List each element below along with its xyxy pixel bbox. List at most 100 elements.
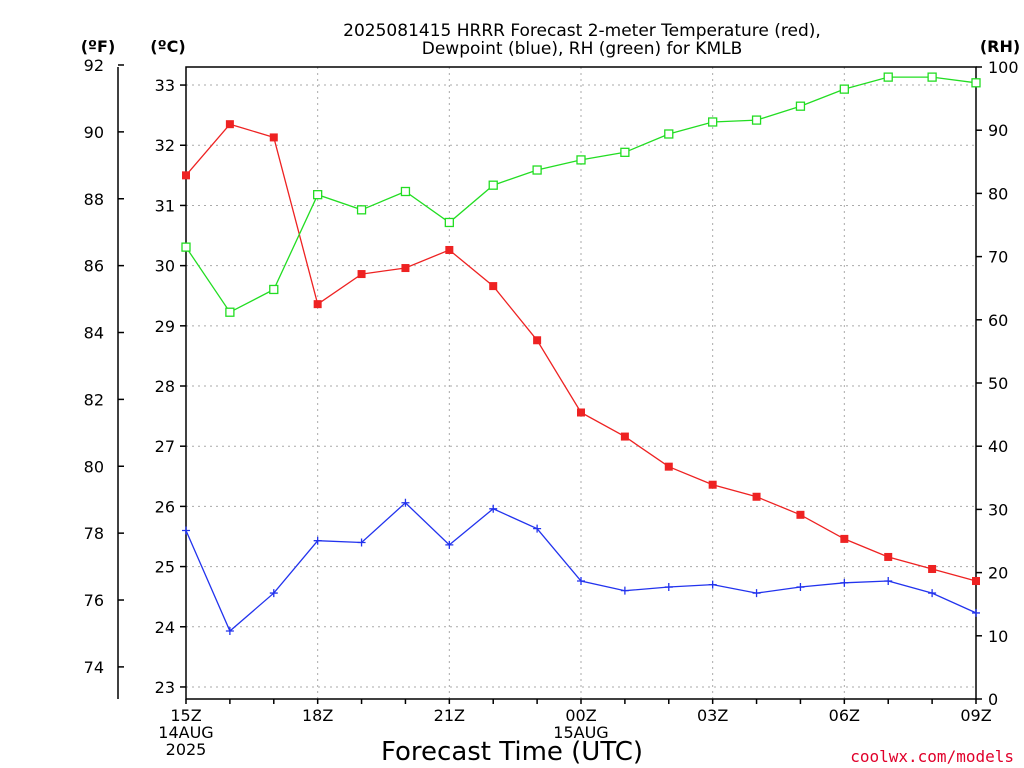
rh-point <box>576 155 586 165</box>
rh-point <box>225 307 235 317</box>
fahrenheit-tick-label: 84 <box>84 324 104 343</box>
fahrenheit-tick-label: 92 <box>84 56 104 75</box>
temperature-point <box>533 336 542 345</box>
temperature-point <box>313 300 322 309</box>
celsius-tick-label: 29 <box>155 317 175 336</box>
rh-point <box>356 205 367 215</box>
temperature-point <box>577 408 585 417</box>
dewpoint-point <box>708 580 717 589</box>
dewpoint-point <box>533 524 542 533</box>
celsius-tick-label: 32 <box>155 136 175 155</box>
fahrenheit-tick-label: 90 <box>84 123 104 142</box>
rh-tick-label: 10 <box>988 627 1008 646</box>
temperature-point <box>620 432 629 441</box>
celsius-tick-label: 30 <box>155 257 175 276</box>
dewpoint-point <box>313 536 322 545</box>
x-tick-label: 00Z <box>565 706 596 725</box>
rh-tick-label: 70 <box>988 248 1008 267</box>
temperature-point <box>972 577 980 586</box>
rh-point <box>664 129 674 139</box>
temperature-point <box>752 492 761 501</box>
rh-tick-label: 60 <box>988 311 1008 330</box>
celsius-tick-label: 28 <box>155 377 175 396</box>
axes: 74 76 78 80 82 84 86 88 90 92 23 24 25 26 27 28 29 30 31 32… <box>84 56 1019 759</box>
chart-title-line2: Dewpoint (blue), RH (green) for KMLB <box>422 39 743 59</box>
temperature-point <box>401 264 410 273</box>
rh-point <box>488 180 498 190</box>
x-tick-label: 03Z <box>697 706 728 725</box>
rh-point <box>751 115 762 125</box>
dewpoint-point <box>796 583 805 592</box>
temperature-point <box>445 245 454 254</box>
rh-unit-label: (RH) <box>980 37 1020 56</box>
x-tick-label: 2025 <box>166 740 207 759</box>
rh-tick-label: 40 <box>988 437 1008 456</box>
dewpoint-point <box>489 504 498 513</box>
fahrenheit-unit-label: (ºF) <box>81 37 116 56</box>
celsius-tick-label: 33 <box>155 76 175 95</box>
x-tick-label: 15Z <box>170 706 201 725</box>
rh-tick-label: 50 <box>988 374 1008 393</box>
dewpoint-point <box>620 586 629 595</box>
dewpoint-point <box>269 589 278 598</box>
dewpoint-point <box>928 589 937 598</box>
dewpoint-point <box>840 578 849 587</box>
celsius-tick-label: 24 <box>155 618 175 637</box>
dewpoint-point <box>225 626 234 635</box>
rh-point <box>181 242 191 252</box>
x-tick-label: 18Z <box>302 706 333 725</box>
dewpoint-point <box>884 577 893 586</box>
dewpoint-point <box>445 540 454 549</box>
rh-point <box>927 72 937 82</box>
x-tick-label: 06Z <box>829 706 860 725</box>
rh-tick-label: 20 <box>988 564 1008 583</box>
celsius-tick-label: 23 <box>155 678 175 697</box>
fahrenheit-tick-label: 78 <box>84 524 104 543</box>
temperature-point <box>796 510 805 519</box>
celsius-tick-label: 25 <box>155 558 175 577</box>
fahrenheit-tick-label: 88 <box>84 190 104 209</box>
x-axis-label: Forecast Time (UTC) <box>381 737 643 767</box>
rh-point <box>313 190 323 200</box>
x-tick-label: 15AUG <box>553 723 608 742</box>
temperature-point <box>840 534 849 543</box>
rh-tick-label: 100 <box>988 58 1019 77</box>
fahrenheit-tick-label: 80 <box>84 457 104 476</box>
rh-tick-label: 0 <box>988 690 998 709</box>
temperature-point <box>269 133 278 142</box>
rh-point <box>620 147 630 157</box>
dewpoint-point <box>752 589 761 598</box>
x-tick-label: 21Z <box>434 706 465 725</box>
dewpoint-point <box>182 526 190 535</box>
series <box>181 72 981 635</box>
chart-title-line1: 2025081415 HRRR Forecast 2-meter Tempera… <box>343 21 821 41</box>
rh-point <box>795 101 806 111</box>
rh-point <box>708 117 718 127</box>
dewpoint-point <box>972 608 980 617</box>
fahrenheit-tick-label: 82 <box>84 390 104 409</box>
fahrenheit-tick-label: 74 <box>84 658 104 677</box>
rh-tick-label: 30 <box>988 500 1008 519</box>
temperature-point <box>225 120 234 129</box>
dewpoint-point <box>357 538 366 547</box>
rh-point <box>400 186 411 197</box>
temperature-point <box>182 171 190 180</box>
temperature-point <box>928 564 937 573</box>
dewpoint-point <box>664 583 673 592</box>
celsius-tick-label: 27 <box>155 437 175 456</box>
rh-tick-label: 80 <box>988 184 1008 203</box>
temperature-point <box>664 462 673 471</box>
dewpoint-point <box>401 498 410 507</box>
rh-tick-label: 90 <box>988 121 1008 140</box>
celsius-tick-label: 31 <box>155 196 175 215</box>
temperature-point <box>489 282 498 291</box>
x-tick-label: 09Z <box>960 706 991 725</box>
rh-point <box>839 84 849 94</box>
rh-point <box>971 78 981 88</box>
fahrenheit-tick-label: 76 <box>84 591 104 610</box>
credit-text: coolwx.com/models <box>850 747 1014 766</box>
fahrenheit-tick-label: 86 <box>84 257 104 276</box>
rh-point <box>532 165 542 175</box>
celsius-tick-label: 26 <box>155 497 175 516</box>
